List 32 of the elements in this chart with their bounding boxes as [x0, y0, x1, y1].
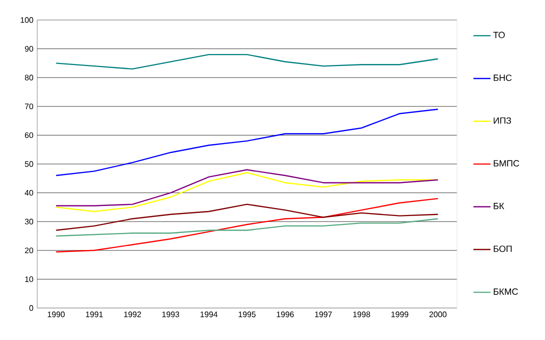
x-tick-label: 1998	[353, 312, 370, 318]
y-tick-label: 0	[29, 305, 34, 311]
line-series	[55, 204, 439, 231]
y-tick-label: 60	[24, 132, 34, 138]
x-tick-label: 1995	[238, 312, 256, 318]
x-tick-label: 1994	[200, 312, 218, 318]
legend-label: ИПЗ	[494, 117, 512, 124]
y-tick-label: 40	[24, 190, 34, 196]
y-tick-label: 30	[24, 218, 34, 224]
legend-label: ТО	[493, 32, 505, 38]
x-tick-label: 1993	[162, 312, 180, 318]
legend-label: БНС	[494, 74, 512, 81]
line-series	[55, 108, 439, 176]
y-tick-label: 80	[24, 74, 34, 80]
legend-label: БМПС	[494, 160, 520, 167]
legend-label: БОП	[494, 246, 512, 252]
y-tick-label: 50	[24, 161, 34, 167]
legend-label: БК	[494, 202, 504, 210]
y-tick-label: 70	[24, 104, 34, 110]
x-tick-label: 1992	[124, 312, 141, 318]
x-tick-label: 1999	[391, 312, 408, 318]
line-series	[55, 172, 439, 212]
legend-label: БКМС	[494, 288, 518, 295]
x-tick-label: 2000	[429, 312, 446, 318]
y-tick-label: 10	[25, 276, 34, 282]
x-tick-label: 1997	[315, 312, 332, 318]
y-tick-label: 90	[24, 46, 34, 52]
x-tick-label: 1996	[276, 312, 294, 318]
y-tick-label: 20	[24, 248, 34, 254]
x-tick-label: 1990	[48, 312, 65, 318]
y-tick-label: 100	[20, 17, 34, 23]
x-tick-label: 1991	[86, 312, 103, 318]
